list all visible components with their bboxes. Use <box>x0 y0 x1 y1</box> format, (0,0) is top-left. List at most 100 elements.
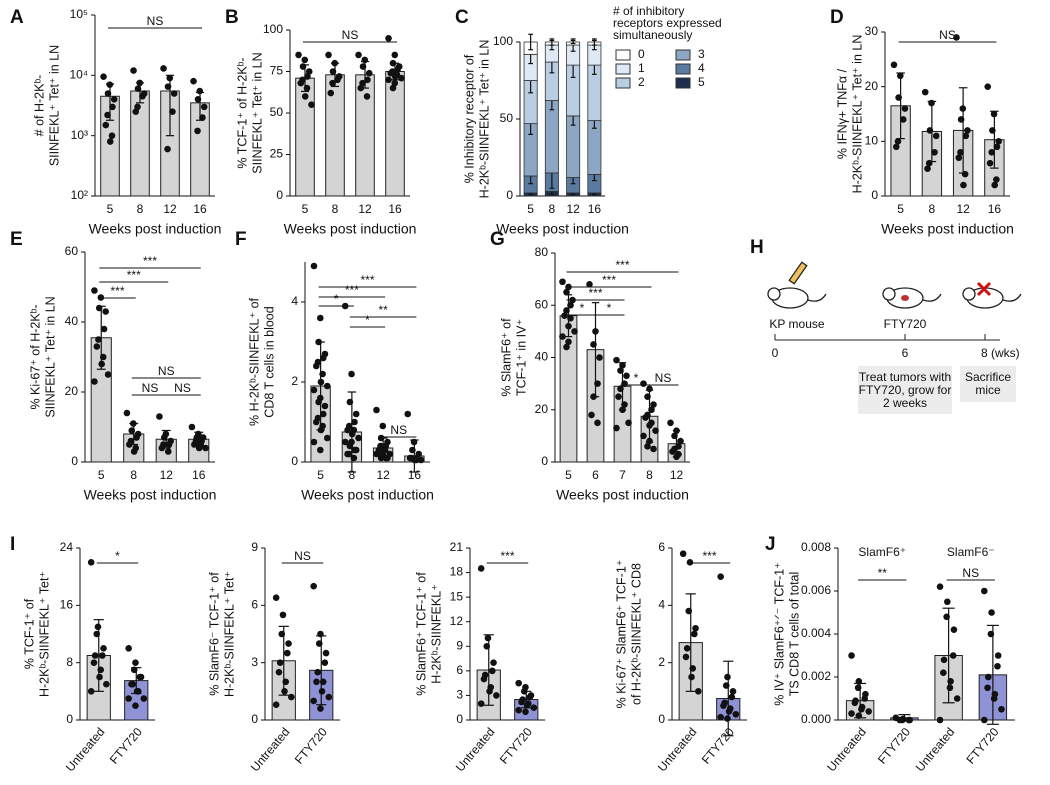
data-point <box>695 688 702 695</box>
y-tick-label: 60 <box>65 244 79 258</box>
data-point <box>901 105 909 112</box>
data-point <box>91 378 98 385</box>
y-tick-label: 9 <box>251 540 258 554</box>
legend-swatch <box>675 49 691 61</box>
x-tick-label: 6 <box>592 468 599 482</box>
y-tick-label: 0 <box>658 712 665 726</box>
x-tick-label: 8 <box>929 202 936 216</box>
data-point <box>104 371 112 378</box>
x-tick-label: 5 <box>897 202 904 216</box>
y-axis-label: H-2Kᵇ-SIINFEKL⁺ Tet⁺ in LN <box>850 35 864 194</box>
mouse-label: KP mouse <box>769 317 824 331</box>
y-tick-label: 10² <box>71 188 88 202</box>
y-tick-label: 6 <box>658 540 665 554</box>
data-point <box>931 148 938 156</box>
data-point <box>100 325 108 333</box>
data-point <box>404 410 412 418</box>
data-point <box>484 634 492 642</box>
data-point <box>563 343 570 351</box>
panel-h: H KP mouse FTY720 0 6 8 (wks) Treat tumo… <box>750 237 1022 414</box>
legend-swatch <box>615 77 631 89</box>
x-tick-label: 12 <box>160 468 174 482</box>
x-tick-label: 8 <box>130 468 137 482</box>
data-point <box>515 679 522 687</box>
y-axis-label: SIINFEKL⁺ Tet⁺ in LN <box>47 45 61 166</box>
data-point <box>373 450 380 458</box>
group-label: SlamF6⁻ <box>947 545 995 559</box>
group-label: SlamF6⁺ <box>858 545 906 559</box>
x-tick-label: 8 <box>332 202 339 216</box>
sig-label: NS <box>655 371 672 385</box>
tumor <box>901 295 909 301</box>
y-axis-label: CD8 T cells in blood <box>262 306 276 417</box>
data-point <box>351 418 358 426</box>
data-point <box>169 108 176 115</box>
y-tick-label: 3 <box>251 655 258 669</box>
data-point <box>936 716 944 724</box>
data-point <box>317 314 324 322</box>
data-point <box>995 138 1002 145</box>
sig-label: NS <box>390 423 407 437</box>
x-tick-label: 5 <box>317 468 324 482</box>
sig-label: * <box>634 371 639 385</box>
x-tick-label: FTY720 <box>875 725 913 767</box>
data-point <box>123 409 131 417</box>
data-point <box>94 623 102 631</box>
legend-label: 1 <box>638 61 645 75</box>
x-tick-label: FTY720 <box>107 725 145 767</box>
data-point <box>953 34 960 41</box>
y-tick-label: 9 <box>456 638 463 652</box>
data-point <box>100 645 107 652</box>
data-point <box>725 708 733 715</box>
y-tick-label: 40 <box>65 314 79 328</box>
sig-label: NS <box>147 14 164 28</box>
data-point <box>994 662 1001 670</box>
y-tick-label: 0 <box>66 712 73 726</box>
data-point <box>861 695 869 702</box>
panel-letter: B <box>225 7 239 28</box>
data-point <box>724 715 731 722</box>
data-point <box>683 645 691 652</box>
data-point <box>571 328 578 335</box>
data-point <box>667 419 674 427</box>
data-point <box>613 424 620 432</box>
y-axis-label: % Ki-67⁺ SlamF6⁺ TCF-1⁺ <box>614 560 628 709</box>
y-axis-label: % SlamF6⁺ TCF-1⁺ of <box>414 572 428 696</box>
x-tick-label: 16 <box>192 468 206 482</box>
legend-title: # of inhibitory <box>613 4 684 18</box>
sig-label: *** <box>702 549 716 563</box>
mouse-icons <box>767 261 1022 309</box>
data-point <box>669 448 676 455</box>
data-point <box>310 438 318 446</box>
y-tick-label: 0.006 <box>801 583 831 597</box>
y-axis-label: SIINFEKL⁺ Tet⁺ in LN <box>250 52 264 173</box>
data-point <box>522 708 529 716</box>
data-point <box>894 138 902 145</box>
data-point <box>87 688 95 695</box>
data-point <box>351 446 358 454</box>
data-point <box>357 84 365 92</box>
x-tick-label: 7 <box>619 468 626 482</box>
data-point <box>310 386 318 394</box>
data-point <box>642 414 649 421</box>
data-point <box>334 76 341 84</box>
y-tick-label: 10⁵ <box>70 7 88 21</box>
data-point <box>297 79 305 87</box>
data-point <box>949 652 957 659</box>
y-tick-label: 0.008 <box>801 540 831 554</box>
data-point <box>586 281 593 288</box>
panel-letter: A <box>10 7 24 28</box>
data-point <box>132 702 139 709</box>
x-tick-label: Untreated <box>824 725 869 774</box>
y-axis-label: % IFNγ+ TNFα / <box>835 68 849 159</box>
x-tick-label: Untreated <box>248 725 293 774</box>
data-point <box>308 101 315 108</box>
x-tick-label: 8 <box>646 468 653 482</box>
data-point <box>329 79 336 87</box>
data-point <box>305 68 313 75</box>
data-point <box>322 649 330 657</box>
data-point <box>355 434 362 442</box>
data-point <box>284 649 291 657</box>
data-point <box>103 680 110 688</box>
data-point <box>165 441 173 448</box>
